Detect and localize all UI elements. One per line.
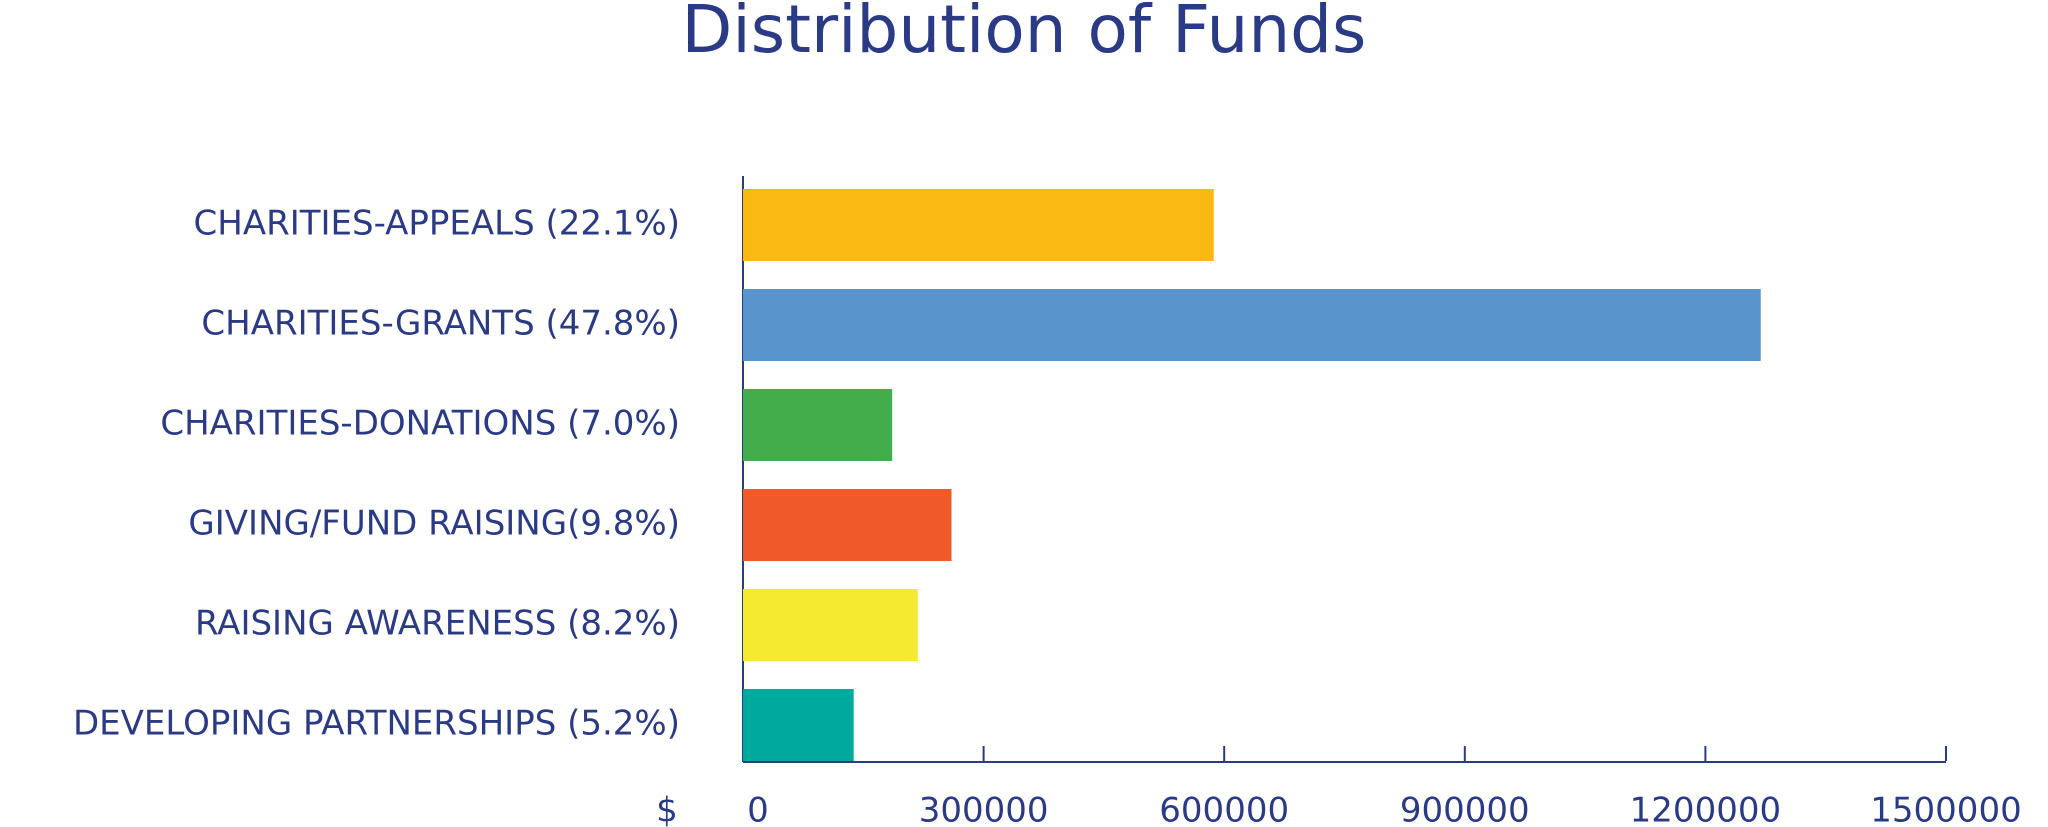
bar: [743, 189, 1214, 261]
bar: [743, 389, 893, 461]
x-axis-label: $: [656, 791, 678, 827]
y-tick-label: DEVELOPING PARTNERSHIPS (5.2%): [73, 704, 680, 744]
bar: [743, 689, 854, 761]
y-tick-label: CHARITIES-GRANTS (47.8%): [201, 304, 680, 344]
y-tick-label: CHARITIES-DONATIONS (7.0%): [160, 404, 680, 444]
x-tick-label: 1200000: [1630, 791, 1781, 827]
x-tick-label: 900000: [1400, 791, 1530, 827]
y-tick-label: CHARITIES-APPEALS (22.1%): [194, 204, 680, 244]
bar: [743, 289, 1761, 361]
chart-title: Distribution of Funds: [682, 0, 1367, 68]
y-tick-label: RAISING AWARENESS (8.2%): [195, 604, 680, 644]
y-tick-label: GIVING/FUND RAISING(9.8%): [188, 504, 680, 544]
x-tick-label: 1500000: [1870, 791, 2021, 827]
bar: [743, 489, 952, 561]
x-tick-label: 0: [747, 791, 769, 827]
bar: [743, 589, 918, 661]
x-tick-label: 600000: [1159, 791, 1289, 827]
x-tick-label: 300000: [919, 791, 1049, 827]
